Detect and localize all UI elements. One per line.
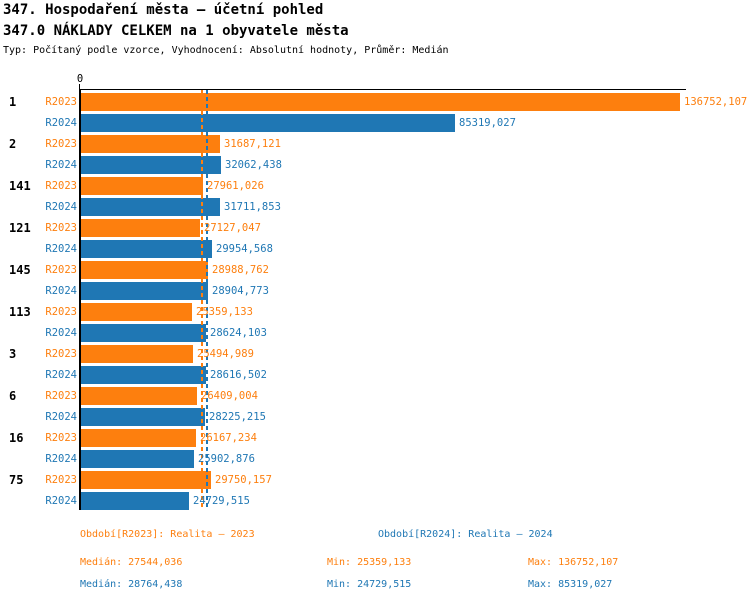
stat-median-r2023: Medián: 27544,036 [80, 557, 183, 568]
bar-value-label: 29750,157 [215, 474, 272, 486]
bar-series-label: R2024 [45, 495, 77, 507]
bar-r2023 [81, 303, 192, 321]
bar-r2024 [81, 282, 208, 300]
category-label: 75 [9, 473, 24, 487]
category-label: 16 [9, 431, 24, 445]
bar-series-label: R2024 [45, 201, 77, 213]
bar-series-label: R2023 [45, 264, 77, 276]
bar-value-label: 31687,121 [224, 138, 281, 150]
stat-max-r2023: Max: 136752,107 [528, 557, 619, 568]
category-label: 6 [9, 389, 17, 403]
bar-series-label: R2023 [45, 138, 77, 150]
category-label: 3 [9, 347, 17, 361]
bar-series-label: R2024 [45, 243, 77, 255]
bar-value-label: 26167,234 [200, 432, 257, 444]
bar-r2024 [81, 114, 455, 132]
bar-r2023 [81, 261, 208, 279]
bar-series-label: R2024 [45, 327, 77, 339]
median-line-r2024 [206, 90, 208, 510]
bar-series-label: R2023 [45, 390, 77, 402]
stat-max-r2024: Max: 85319,027 [528, 579, 613, 590]
bar-value-label: 27127,047 [204, 222, 261, 234]
category-label: 121 [9, 221, 31, 235]
bar-series-label: R2023 [45, 432, 77, 444]
category-label: 113 [9, 305, 31, 319]
chart-meta-line: Typ: Počítaný podle vzorce, Vyhodnocení:… [3, 45, 449, 56]
bar-series-label: R2024 [45, 369, 77, 381]
bar-r2024 [81, 450, 194, 468]
median-line-r2023 [201, 90, 203, 510]
bar-value-label: 28988,762 [212, 264, 269, 276]
bar-r2023 [81, 93, 680, 111]
bar-value-label: 29954,568 [216, 243, 273, 255]
bar-series-label: R2024 [45, 285, 77, 297]
bar-series-label: R2023 [45, 306, 77, 318]
bar-series-label: R2023 [45, 474, 77, 486]
category-label: 141 [9, 179, 31, 193]
category-label: 1 [9, 95, 17, 109]
bar-value-label: 26409,004 [201, 390, 258, 402]
bar-value-label: 25359,133 [196, 306, 253, 318]
bar-value-label: 85319,027 [459, 117, 516, 129]
legend-period-r2024: Období[R2024]: Realita – 2024 [378, 529, 553, 540]
bar-value-label: 31711,853 [224, 201, 281, 213]
bar-r2024 [81, 408, 205, 426]
legend-period-r2023: Období[R2023]: Realita – 2023 [80, 529, 255, 540]
category-label: 145 [9, 263, 31, 277]
bar-value-label: 24729,515 [193, 495, 250, 507]
bar-value-label: 32062,438 [225, 159, 282, 171]
bar-r2023 [81, 177, 203, 195]
bar-r2024 [81, 492, 189, 510]
stat-min-r2024: Min: 24729,515 [327, 579, 412, 590]
bar-r2024 [81, 240, 212, 258]
bar-value-label: 25494,989 [197, 348, 254, 360]
bar-r2023 [81, 387, 197, 405]
bar-r2024 [81, 198, 220, 216]
bar-value-label: 27961,026 [207, 180, 264, 192]
stat-min-r2023: Min: 25359,133 [327, 557, 412, 568]
bar-series-label: R2023 [45, 222, 77, 234]
bar-r2023 [81, 135, 220, 153]
bar-r2024 [81, 156, 221, 174]
bar-value-label: 28624,103 [210, 327, 267, 339]
bar-r2023 [81, 429, 196, 447]
bar-series-label: R2023 [45, 180, 77, 192]
bar-series-label: R2023 [45, 96, 77, 108]
bar-r2023 [81, 471, 211, 489]
bar-r2023 [81, 345, 193, 363]
bar-value-label: 28616,502 [210, 369, 267, 381]
page-title: 347. Hospodaření města – účetní pohled [3, 2, 324, 18]
x-axis-line [79, 89, 686, 90]
bar-value-label: 136752,107 [684, 96, 748, 108]
bar-series-label: R2024 [45, 453, 77, 465]
bar-series-label: R2024 [45, 117, 77, 129]
stat-median-r2024: Medián: 28764,438 [80, 579, 183, 590]
bar-value-label: 25902,876 [198, 453, 255, 465]
bar-value-label: 28225,215 [209, 411, 266, 423]
bar-r2024 [81, 324, 206, 342]
bar-series-label: R2024 [45, 411, 77, 423]
bar-value-label: 28904,773 [212, 285, 269, 297]
x-axis-zero-tick [79, 84, 80, 89]
bar-r2024 [81, 366, 206, 384]
bar-series-label: R2024 [45, 159, 77, 171]
category-label: 2 [9, 137, 17, 151]
y-axis-line [79, 89, 81, 510]
page-subtitle: 347.0 NÁKLADY CELKEM na 1 obyvatele měst… [3, 23, 349, 39]
x-axis-zero-label: 0 [76, 73, 84, 85]
bar-r2023 [81, 219, 200, 237]
bar-series-label: R2023 [45, 348, 77, 360]
